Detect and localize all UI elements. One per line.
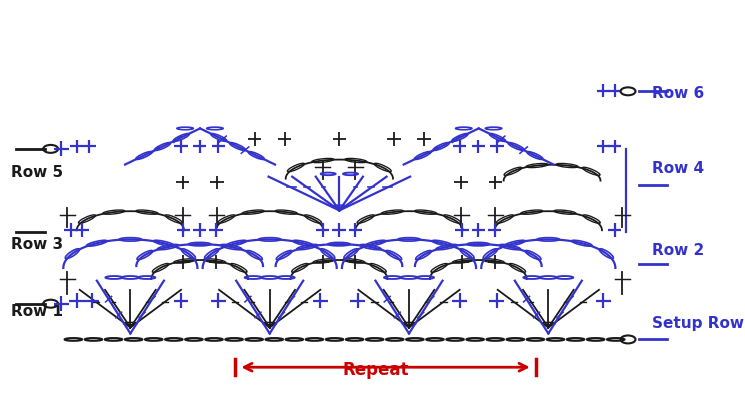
Text: Row 5: Row 5 — [11, 165, 63, 180]
Text: Repeat: Repeat — [343, 361, 410, 379]
Text: Row 4: Row 4 — [652, 161, 704, 176]
Text: Row 2: Row 2 — [652, 243, 704, 258]
Text: Setup Row: Setup Row — [652, 316, 744, 331]
Text: Row 1: Row 1 — [11, 304, 63, 319]
Text: Row 6: Row 6 — [652, 86, 704, 101]
Text: Row 3: Row 3 — [11, 237, 63, 252]
